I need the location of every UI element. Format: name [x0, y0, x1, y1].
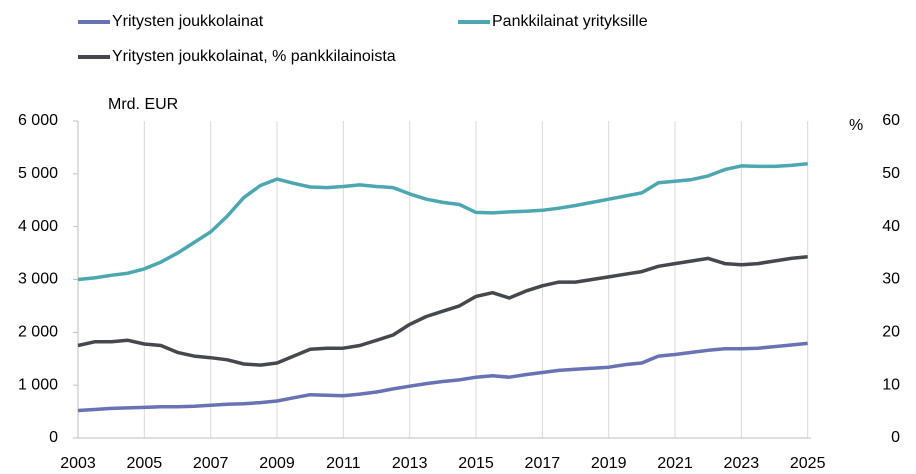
x-tick-label: 2011: [326, 455, 361, 472]
y-tick-label: 3 000: [18, 271, 58, 288]
legend-label: Pankkilainat yrityksille: [492, 13, 648, 30]
legend-label: Yritysten joukkolainat: [112, 13, 264, 30]
x-tick-label: 2023: [724, 455, 760, 472]
y2-axis-label: %: [849, 117, 863, 134]
legend-label: Yritysten joukkolainat, % pankkilainoist…: [112, 48, 396, 65]
y2-tick-label: 50: [882, 165, 900, 182]
x-tick-label: 2007: [193, 455, 229, 472]
x-tick-label: 2005: [127, 455, 163, 472]
y2-tick-label: 60: [882, 112, 900, 129]
y-tick-label: 6 000: [18, 112, 58, 129]
x-tick-label: 2025: [790, 455, 826, 472]
y-tick-label: 0: [49, 429, 58, 446]
y-tick-label: 2 000: [18, 324, 58, 341]
x-tick-label: 2021: [657, 455, 693, 472]
y-tick-label: 1 000: [18, 376, 58, 393]
data-line: [77, 255, 808, 367]
x-tick-label: 2003: [60, 455, 96, 472]
y2-tick-label: 40: [882, 218, 900, 235]
x-tick-label: 2009: [259, 455, 295, 472]
data-line: [77, 341, 808, 413]
y-tick-label: 5 000: [18, 165, 58, 182]
y2-tick-label: 20: [882, 324, 900, 341]
x-tick-label: 2019: [591, 455, 627, 472]
y2-tick-label: 30: [882, 271, 900, 288]
y-axis-label: Mrd. EUR: [108, 96, 178, 113]
x-tick-label: 2015: [458, 455, 494, 472]
y2-tick-label: 0: [891, 429, 900, 446]
y2-tick-label: 10: [882, 376, 900, 393]
x-tick-label: 2017: [525, 455, 561, 472]
data-line: [77, 162, 808, 282]
x-tick-label: 2013: [392, 455, 428, 472]
y-tick-label: 4 000: [18, 218, 58, 235]
